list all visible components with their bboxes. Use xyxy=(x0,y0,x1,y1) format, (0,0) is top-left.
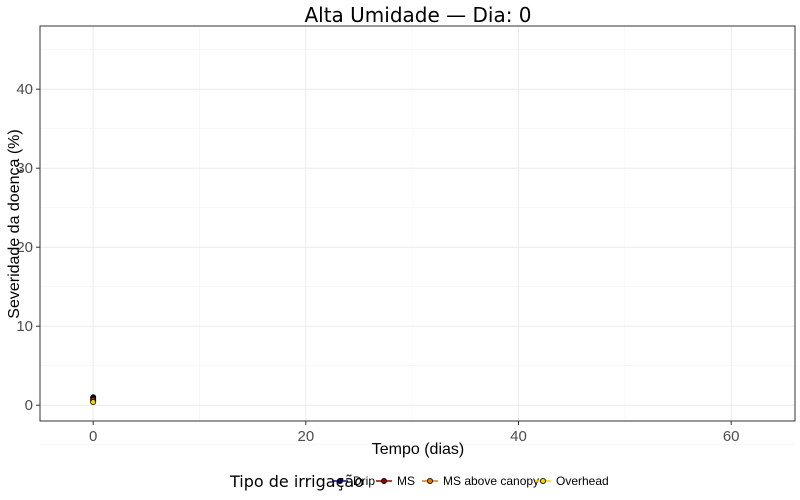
panel-border xyxy=(39,25,796,422)
y-tick-label: 20 xyxy=(16,239,33,256)
legend-key-point xyxy=(380,477,387,484)
y-tick-label: 10 xyxy=(16,318,33,335)
x-tick-label: 60 xyxy=(723,428,740,445)
x-axis-title: Tempo (dias) xyxy=(372,441,464,458)
legend-key-point xyxy=(426,477,433,484)
y-axis: 0 10 20 30 40 xyxy=(16,81,40,414)
x-axis: 0 20 40 60 xyxy=(89,421,740,445)
legend-title: Tipo de irrigação xyxy=(229,472,364,491)
y-tick-label: 40 xyxy=(16,81,33,98)
legend-label: Overhead xyxy=(556,474,609,488)
legend-label: Drip xyxy=(353,474,375,488)
x-tick-label: 0 xyxy=(89,428,97,445)
legend-key-point xyxy=(540,477,547,484)
legend-label: MS xyxy=(397,474,415,488)
data-points xyxy=(90,394,97,406)
grid xyxy=(40,26,795,446)
y-tick-label: 30 xyxy=(16,160,33,177)
y-axis-title: Severidade da doença (%) xyxy=(6,129,23,318)
y-tick-label: 0 xyxy=(25,397,33,414)
legend-label: MS above canopy xyxy=(443,474,539,488)
chart-title: Alta Umidade — Dia: 0 xyxy=(304,3,531,27)
data-point xyxy=(90,399,97,406)
x-tick-label: 20 xyxy=(298,428,315,445)
legend: Tipo de irrigação Drip MS MS above canopy O… xyxy=(229,472,609,491)
legend-key-point xyxy=(336,477,343,484)
x-tick-label: 40 xyxy=(510,428,527,445)
